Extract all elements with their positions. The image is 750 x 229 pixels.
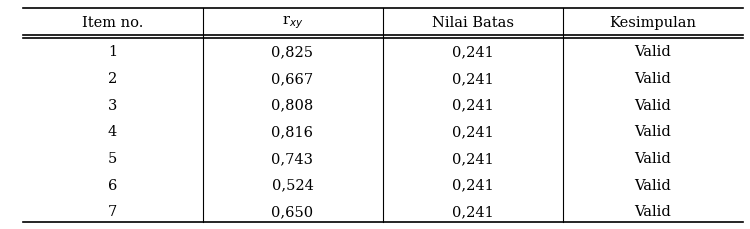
Text: 0,241: 0,241 xyxy=(452,204,494,218)
Text: Valid: Valid xyxy=(634,178,670,192)
Text: 0,825: 0,825 xyxy=(272,45,314,59)
Text: Valid: Valid xyxy=(634,204,670,218)
Text: 0,816: 0,816 xyxy=(272,125,314,139)
Text: 7: 7 xyxy=(108,204,117,218)
Text: 0,241: 0,241 xyxy=(452,45,494,59)
Text: 0,241: 0,241 xyxy=(452,178,494,192)
Text: 2: 2 xyxy=(108,71,117,85)
Text: 0,743: 0,743 xyxy=(272,151,314,165)
Text: 0,241: 0,241 xyxy=(452,125,494,139)
Text: 5: 5 xyxy=(108,151,117,165)
Text: 4: 4 xyxy=(108,125,117,139)
Text: Valid: Valid xyxy=(634,125,670,139)
Text: Nilai Batas: Nilai Batas xyxy=(431,16,514,30)
Text: Valid: Valid xyxy=(634,71,670,85)
Text: Valid: Valid xyxy=(634,45,670,59)
Text: Valid: Valid xyxy=(634,98,670,112)
Text: Item no.: Item no. xyxy=(82,16,143,30)
Text: r$_{xy}$: r$_{xy}$ xyxy=(282,14,303,31)
Text: 0,524: 0,524 xyxy=(272,178,314,192)
Text: 6: 6 xyxy=(108,178,117,192)
Text: 0,241: 0,241 xyxy=(452,151,494,165)
Text: 0,808: 0,808 xyxy=(272,98,314,112)
Text: 0,650: 0,650 xyxy=(272,204,314,218)
Text: Kesimpulan: Kesimpulan xyxy=(609,16,696,30)
Text: 0,667: 0,667 xyxy=(272,71,314,85)
Text: 3: 3 xyxy=(108,98,117,112)
Text: 0,241: 0,241 xyxy=(452,71,494,85)
Text: 1: 1 xyxy=(108,45,117,59)
Text: Valid: Valid xyxy=(634,151,670,165)
Text: 0,241: 0,241 xyxy=(452,98,494,112)
